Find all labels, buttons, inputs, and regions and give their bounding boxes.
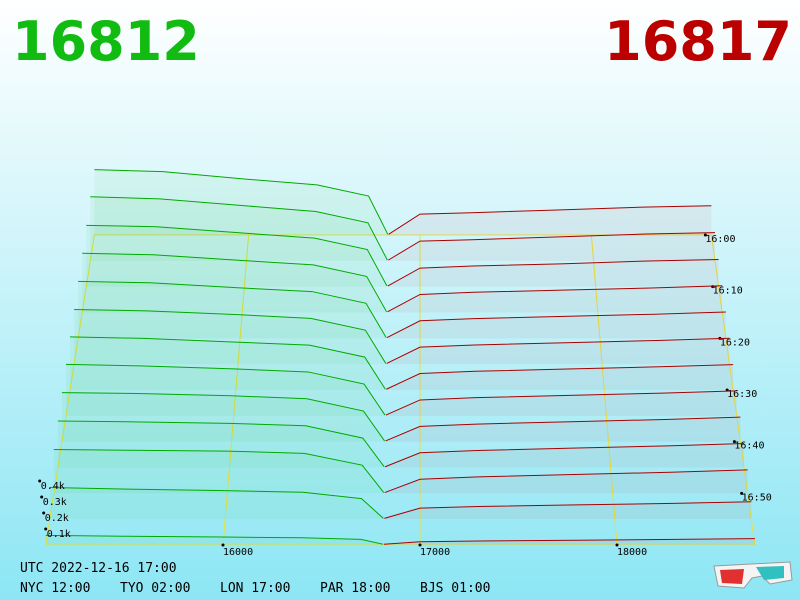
- time-label: 16:10: [713, 286, 743, 297]
- depth-area: [386, 338, 730, 365]
- depth-area: [90, 196, 388, 261]
- time-label: 16:20: [720, 337, 750, 348]
- zone-time: LON 17:00: [220, 581, 290, 596]
- ask-line: [384, 469, 748, 494]
- depth-area: [53, 449, 384, 494]
- time-zones: NYC 12:00 TYO 02:00 LON 17:00 PAR 18:00 BJS …: [20, 581, 490, 596]
- bid-line: [45, 534, 384, 545]
- bid-line: [70, 336, 386, 390]
- z-tick-label: 0.3k: [43, 497, 67, 508]
- bid-line: [94, 169, 389, 235]
- bid-line: [86, 224, 388, 287]
- depth-area: [70, 336, 386, 390]
- time-label: 16:00: [705, 234, 735, 245]
- zone-time: BJS 01:00: [420, 581, 490, 596]
- z-tick: [42, 511, 46, 515]
- depth-area: [78, 281, 387, 339]
- ask-line: [385, 416, 741, 442]
- x-tick: [221, 543, 225, 547]
- x-tick-label: 18000: [617, 547, 647, 558]
- bid-line: [57, 420, 385, 468]
- bid-line: [78, 280, 387, 338]
- time-tick: [732, 440, 736, 444]
- depth-area: [385, 390, 737, 416]
- depth-area: [384, 501, 752, 520]
- ask-line: [384, 443, 745, 468]
- z-tick-label: 0.4k: [41, 481, 65, 492]
- ask-line: [387, 232, 716, 261]
- ask-line: [387, 285, 723, 313]
- x-tick: [615, 543, 619, 547]
- bid-line: [82, 252, 388, 313]
- depth-area: [385, 417, 741, 442]
- grid-line: [590, 234, 618, 546]
- bid-line: [61, 392, 385, 442]
- z-tick-label: 0.2k: [45, 513, 69, 524]
- zone-time: NYC 12:00: [20, 581, 90, 596]
- ask-line: [385, 390, 737, 416]
- z-tick: [40, 495, 44, 499]
- depth-area: [49, 487, 384, 520]
- depth-area: [74, 309, 386, 365]
- z-tick: [38, 479, 42, 483]
- depth-area: [385, 443, 745, 468]
- x-tick-label: 17000: [420, 547, 450, 558]
- z-tick: [44, 527, 48, 531]
- bid-line: [74, 308, 387, 364]
- depth-area: [386, 364, 734, 390]
- ask-line: [383, 538, 755, 545]
- zone-time: TYO 02:00: [120, 581, 190, 596]
- x-tick-label: 16000: [223, 547, 253, 558]
- glasses-icon: [713, 561, 793, 589]
- time-label: 16:40: [734, 441, 764, 452]
- depth-area: [61, 392, 385, 442]
- ask-line: [386, 311, 726, 339]
- time-tick: [740, 491, 744, 495]
- zone-time: PAR 18:00: [320, 581, 390, 596]
- depth-area: [387, 312, 726, 339]
- depth-area: [65, 364, 385, 416]
- ask-line: [388, 205, 712, 235]
- time-label: 16:30: [727, 389, 757, 400]
- depth-area: [57, 421, 385, 468]
- depth-area: [384, 469, 748, 494]
- depth-area: [94, 169, 388, 235]
- ask-line: [384, 501, 752, 519]
- depth-area: [86, 225, 387, 287]
- depth-area: [388, 232, 715, 261]
- depth-area: [383, 538, 755, 545]
- bid-line: [65, 363, 386, 416]
- floor: [45, 234, 756, 546]
- ask-line: [387, 259, 719, 287]
- grid-line: [222, 234, 250, 546]
- ask-line: [386, 337, 730, 364]
- best-ask: 16817: [604, 10, 792, 73]
- bid-line: [49, 487, 384, 519]
- ask-line: [386, 364, 734, 390]
- best-bid: 16812: [12, 10, 200, 73]
- time-tick: [703, 233, 707, 237]
- depth-area: [82, 253, 387, 313]
- x-tick: [418, 543, 422, 547]
- z-tick-label: 0.1k: [47, 529, 71, 540]
- bid-line: [90, 196, 388, 261]
- time-label: 16:50: [742, 492, 772, 503]
- utc-time: UTC 2022-12-16 17:00: [20, 561, 177, 576]
- bid-line: [53, 449, 385, 493]
- plot: 16:00 16:10 16:20 16:30 16:40 16:50 16000 17000…: [38, 169, 772, 558]
